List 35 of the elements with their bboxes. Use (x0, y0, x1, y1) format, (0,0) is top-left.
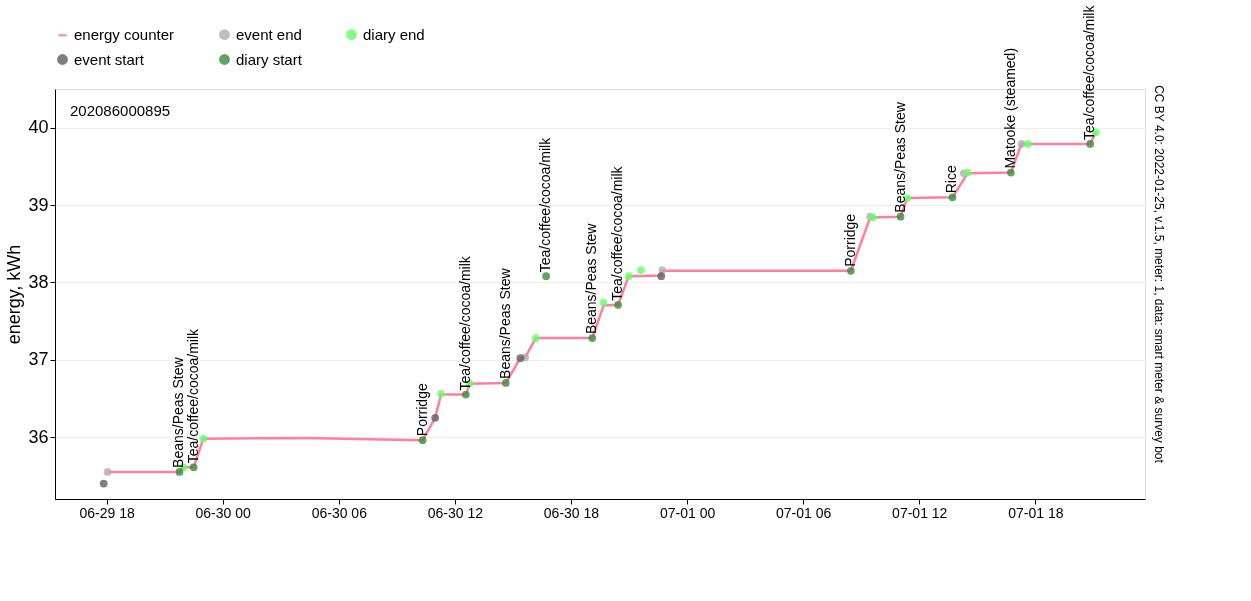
annotation: Porridge (413, 383, 430, 437)
x-tick-label: 06-29 18 (79, 504, 135, 521)
annotation: 202086000895 (70, 102, 171, 119)
x-tick-label: 07-01 06 (776, 504, 832, 521)
annotation: Tea/coffee/cocoa/milk (537, 136, 554, 273)
x-tick-label: 06-30 18 (543, 504, 600, 521)
y-tick-label: 38 (28, 271, 49, 292)
annotation: Tea/coffee/cocoa/milk (609, 165, 626, 301)
annotation: Tea/coffee/cocoa/milk (456, 255, 473, 391)
annotation: Tea/coffee/cocoa/milk (184, 327, 201, 464)
annotation: Beans/Peas Stew (496, 267, 513, 379)
annotation: Rice (943, 165, 960, 194)
annotation: Beans/Peas Stew (583, 222, 600, 335)
x-tick-label: 07-01 18 (1008, 504, 1064, 521)
text: CC BY 4.0: 2022-01-25, v.1.5, meter: 1, data: smart meter & survey bot (1152, 85, 1166, 464)
x-tick-label: 06-30 06 (311, 504, 368, 521)
y-tick-label: 37 (28, 349, 49, 370)
x-tick-label: 07-01 12 (892, 504, 948, 521)
annotation: Tea/coffee/cocoa/milk (1081, 4, 1098, 140)
legend-label: energy counter (74, 26, 175, 44)
y-tick-label: 40 (28, 117, 49, 138)
annotation: Porridge (841, 213, 858, 267)
legend-label: event start (74, 50, 145, 68)
legend-label: diary end (363, 25, 425, 43)
annotation: Beans/Peas Stew (891, 101, 908, 213)
y-axis-title: energy, kWh (4, 244, 25, 345)
annotation: Matooke (steamed) (1001, 47, 1018, 169)
x-tick-label: 06-30 12 (427, 504, 484, 521)
legend-label: event end (236, 25, 302, 43)
annotation: Beans/Peas Stew (170, 356, 187, 468)
x-tick-label: 07-01 00 (659, 504, 716, 521)
x-tick-label: 06-30 00 (195, 504, 252, 521)
legend-label: diary start (236, 50, 303, 68)
y-tick-label: 39 (28, 194, 49, 215)
y-tick-label: 36 (28, 426, 49, 447)
